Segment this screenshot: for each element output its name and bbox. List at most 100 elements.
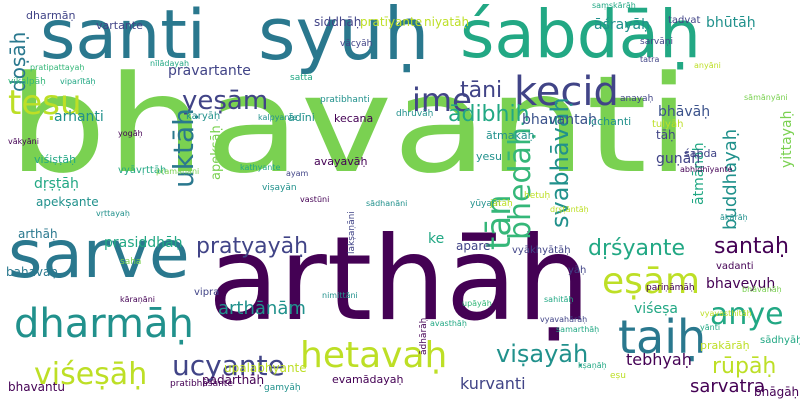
word: ādibhiḥ: [448, 102, 530, 127]
word: vācyāḥ: [340, 39, 373, 49]
word: kecana: [334, 112, 374, 125]
word: ādhārāḥ: [419, 317, 429, 355]
word: sattā: [290, 73, 313, 83]
word: tatra: [640, 55, 660, 64]
word: bhūtāḥ: [706, 15, 756, 31]
word: bhāvāḥ: [658, 104, 711, 120]
word: vākyāni: [8, 137, 39, 146]
word: samarthāḥ: [556, 325, 600, 334]
word: viśiṣṭāḥ: [34, 153, 77, 166]
word: vyavahārāḥ: [540, 315, 588, 324]
word: kecid: [514, 69, 619, 115]
word: pravartante: [168, 63, 251, 79]
word: dṛṣṭāntāḥ: [550, 205, 589, 214]
word: santaḥ: [714, 234, 789, 259]
word: yānti: [700, 323, 721, 332]
word: yogāḥ: [118, 129, 143, 138]
word: ucyante: [172, 349, 285, 382]
word: jātāḥ: [490, 199, 513, 209]
word: vyākhyātāḥ: [512, 245, 571, 256]
word: nīlādayaḥ: [150, 59, 190, 68]
word: ime: [412, 81, 472, 119]
word: pratibhanti: [320, 95, 370, 105]
word: sāmānyāni: [744, 93, 788, 102]
word: arhanti: [54, 109, 104, 125]
word: vyavasthitāḥ: [700, 309, 752, 318]
word: sarvāṇi: [640, 37, 673, 47]
word: sādhanāni: [366, 199, 408, 208]
word: prasiddhāḥ: [104, 235, 183, 251]
word: pratyayāḥ: [196, 234, 309, 259]
word: pratīyante: [360, 15, 423, 29]
word: vyāvṛttāḥ: [118, 165, 167, 176]
word: dharmāḥ: [14, 301, 194, 347]
word: saṃskārāḥ: [592, 1, 636, 10]
word: bhavantu: [8, 380, 65, 394]
word: arthāḥ: [18, 227, 58, 241]
word: arthānām: [218, 298, 306, 319]
word: guṇāḥ: [656, 151, 701, 167]
word: avayavāḥ: [314, 155, 368, 168]
word: bahavaḥ: [6, 265, 58, 279]
word: vartante: [96, 19, 143, 32]
word: dṛśyante: [588, 236, 686, 261]
word: bhāvanāḥ: [742, 285, 782, 294]
word: ākārāḥ: [720, 213, 748, 222]
word: tebhyaḥ: [626, 350, 692, 369]
word: anye: [710, 297, 784, 332]
word: vastūni: [300, 195, 330, 204]
word: hetavaḥ: [300, 335, 448, 376]
word: upāyāḥ: [462, 299, 492, 308]
word: taiḥ: [618, 310, 707, 364]
word: yūyam: [470, 199, 501, 209]
word: hetuḥ: [524, 191, 551, 201]
word: saha: [120, 257, 142, 267]
word: karyāḥ: [186, 111, 221, 122]
word: viṣayān: [262, 183, 297, 193]
word: upalabhyante: [224, 361, 307, 375]
word: śabdāḥ: [460, 0, 701, 73]
word: santi: [40, 0, 206, 75]
word: nimittāni: [322, 291, 358, 300]
word: ke: [428, 231, 445, 247]
word: sarve: [8, 216, 190, 293]
word: tāḥ: [656, 128, 676, 142]
word: yāḥ: [568, 265, 587, 276]
word: sarvatra: [690, 376, 765, 397]
word: sādhyāḥ: [760, 335, 800, 346]
word: tāni: [460, 78, 503, 103]
word: vipra: [194, 287, 220, 298]
word: yesu: [476, 150, 502, 163]
word: rūpāḥ: [712, 354, 777, 379]
word: anyāni: [694, 61, 721, 70]
word: kalpyante: [258, 113, 298, 122]
word: bhāgāḥ: [754, 385, 800, 399]
word: viśeṣa: [634, 301, 678, 317]
word: viśeṣāḥ: [34, 357, 148, 392]
word: abhidhīyante: [680, 165, 733, 174]
word: eṣu: [610, 371, 626, 381]
word: yeṣām: [182, 86, 269, 116]
word: pramāṇāni: [156, 167, 200, 176]
word: kṣaṇāḥ: [578, 361, 607, 370]
word: padārthāḥ: [202, 373, 265, 387]
word: bhaveyuḥ: [706, 276, 776, 292]
word: gamyāḥ: [264, 383, 301, 393]
word: pratipattayaḥ: [30, 63, 85, 72]
word: prakārāḥ: [700, 339, 750, 352]
word: vikalpāḥ: [8, 77, 46, 87]
word: sahitāḥ: [544, 295, 574, 304]
word: ādīni: [288, 111, 315, 124]
word: apekṣāḥ: [209, 125, 224, 180]
word: icchanti: [588, 115, 632, 128]
word: ayam: [286, 169, 309, 178]
word: siddhāḥ: [314, 15, 362, 29]
word: viparītāḥ: [60, 77, 96, 86]
word: lakṣaṇāni: [347, 211, 357, 254]
word: dṛṣṭāḥ: [34, 176, 79, 192]
word: pariṇāmāḥ: [646, 283, 695, 293]
word: śabda: [684, 147, 718, 160]
word: dharmāṇ: [26, 9, 76, 22]
word: avasthāḥ: [430, 319, 467, 328]
word: teṣu: [8, 83, 82, 123]
